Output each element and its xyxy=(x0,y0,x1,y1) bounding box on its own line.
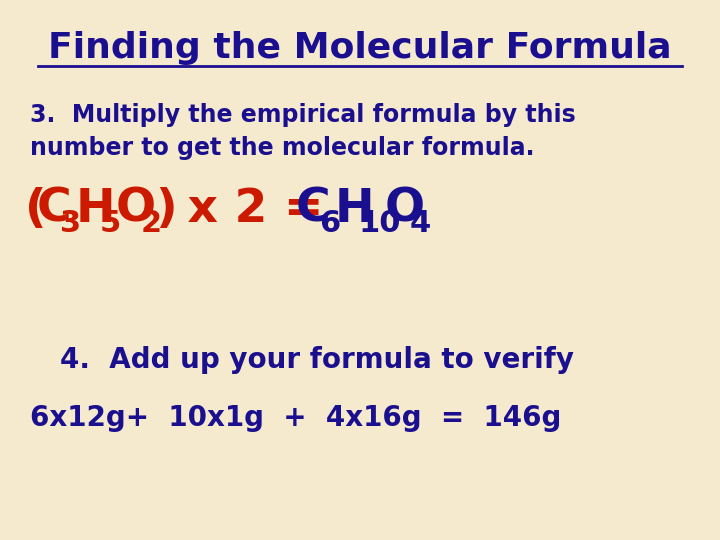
Text: x 2 =: x 2 = xyxy=(171,187,323,232)
Text: 4.  Add up your formula to verify: 4. Add up your formula to verify xyxy=(60,346,574,374)
Text: 10: 10 xyxy=(359,209,402,238)
Text: 3.  Multiply the empirical formula by this: 3. Multiply the empirical formula by thi… xyxy=(30,103,576,127)
Text: H: H xyxy=(335,187,374,232)
Text: ): ) xyxy=(155,187,176,232)
Text: 2: 2 xyxy=(141,209,162,238)
Text: (: ( xyxy=(25,187,47,232)
Text: Finding the Molecular Formula: Finding the Molecular Formula xyxy=(48,31,672,65)
Text: C: C xyxy=(296,187,330,232)
Text: 6x12g+  10x1g  +  4x16g  =  146g: 6x12g+ 10x1g + 4x16g = 146g xyxy=(30,404,562,432)
Text: 3: 3 xyxy=(60,209,81,238)
Text: 6: 6 xyxy=(319,209,341,238)
Text: 5: 5 xyxy=(100,209,121,238)
Text: O: O xyxy=(385,187,425,232)
Text: 4: 4 xyxy=(410,209,431,238)
Text: O: O xyxy=(116,187,156,232)
Text: number to get the molecular formula.: number to get the molecular formula. xyxy=(30,136,534,160)
Text: C: C xyxy=(37,187,72,232)
Text: H: H xyxy=(76,187,116,232)
